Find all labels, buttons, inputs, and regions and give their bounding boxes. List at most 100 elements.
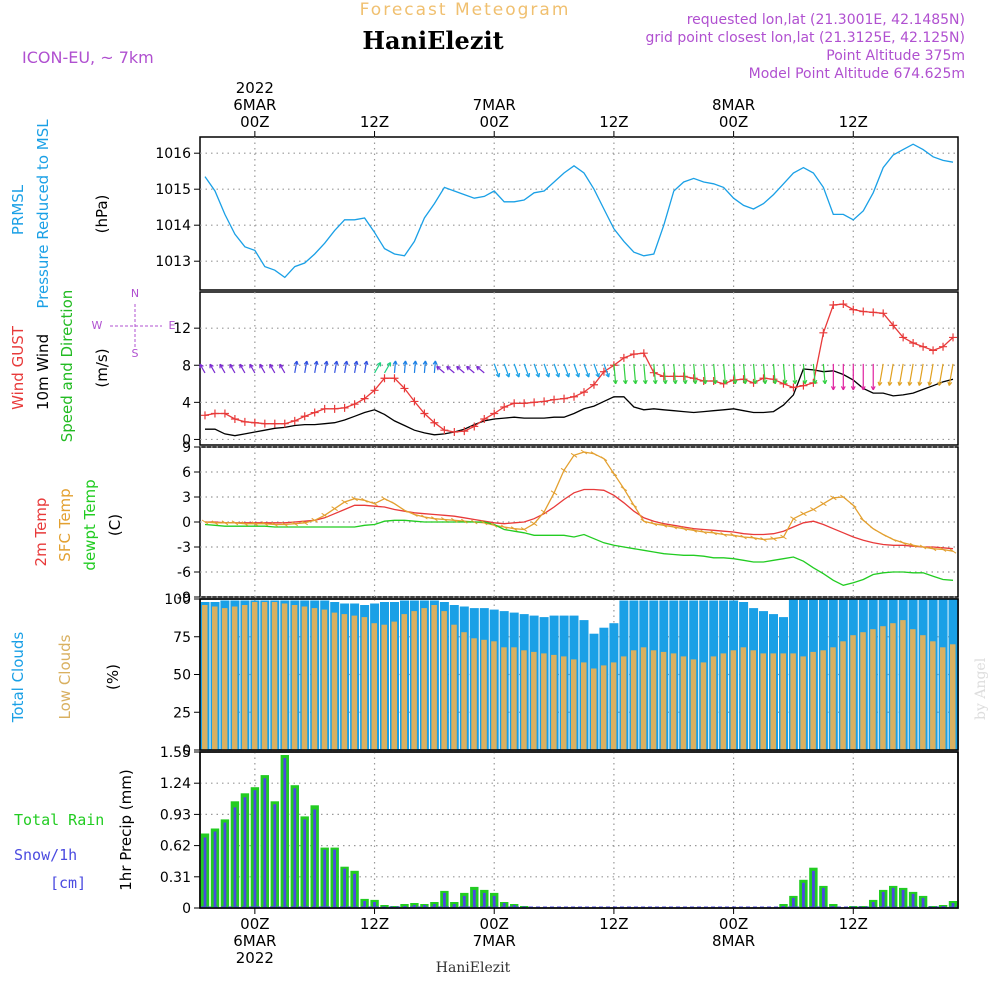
wind-dir-arrowhead [887,381,893,386]
wind-dir-arrow [503,363,510,378]
sfc-marker [500,524,508,530]
low-cloud-bar [581,662,587,750]
wind-dir-arrowhead [692,379,698,385]
wind-dir-arrow [713,363,716,384]
low-cloud-bar [880,626,886,750]
temp-axis-label: 2m Temp [32,498,50,567]
low-cloud-bar [730,650,737,750]
wind-dir-arrowhead [495,373,501,378]
gust-marker [450,428,459,437]
wind-dir-arrow [703,363,707,384]
low-cloud-bar [620,656,627,750]
snow-bar [263,778,267,908]
top-time-label: 8MAR [712,96,755,114]
wind-dir-arrow [436,366,445,374]
wind-dir-arrowhead [446,365,451,371]
sfc-marker [231,520,239,526]
gust-marker [340,403,349,412]
wind-dir-arrowhead [897,381,903,386]
precip-ytick-label: 0.31 [160,870,191,886]
wind-dir-arrowhead [712,379,718,385]
wind-dir-arrowhead [353,360,359,366]
wind-dir-arrowhead [575,373,580,378]
gust-marker [669,372,678,381]
sfc-marker [889,537,897,542]
snow-bar [462,895,466,908]
snow-bar [283,758,287,908]
model-name: ICON-EU, ~ 7km [22,48,154,67]
clouds-ytick-label: 0 [182,743,191,759]
gust-marker [460,427,469,436]
temp-ytick-label: 6 [182,465,191,481]
snow-bar [433,904,436,908]
temp-axis-label: SFC Temp [56,488,74,561]
wind-dir-arrow [209,363,216,374]
wind-dir-arrowhead [209,363,214,369]
sfc-marker [899,540,907,546]
gust-marker [380,374,389,383]
gust-marker [639,349,648,358]
wind-unit-label: (m/s) [93,348,111,387]
snow-bar [502,903,506,908]
low-cloud-bar [431,605,437,750]
sfc-marker [470,519,478,525]
sfc-marker [540,509,548,515]
gust-marker [540,397,549,406]
low-cloud-bar [251,602,258,750]
wind-dir-arrow [476,366,485,374]
wind-dir-arrowhead [269,363,274,369]
snow-bar [443,892,446,908]
wind-dir-arrowhead [402,360,408,365]
clouds-frame-top [199,598,959,751]
sfc-marker [849,502,857,508]
low-cloud-bar [600,665,607,750]
bottom-time-label: 2022 [236,949,274,967]
low-cloud-bar [950,644,956,750]
low-cloud-bar [700,662,707,750]
gust-marker [520,399,529,408]
low-cloud-bar [571,659,577,750]
gust-marker [570,392,579,401]
snow-bar [313,809,317,908]
wind-dir-arrowhead [622,379,628,385]
pressure-unit-label: (hPa) [93,195,111,234]
low-cloud-bar [650,650,657,750]
wind-dir-arrowhead [822,379,828,385]
gust-marker [410,397,419,406]
gust-marker [440,426,449,435]
temp-line-0 [205,488,954,550]
wind-dir-arrow [723,363,726,384]
wind-gust-line [204,303,954,433]
wind-dir-arrowhead [917,381,923,386]
sfc-marker [810,507,817,512]
low-cloud-bar [920,635,926,750]
low-cloud-bar [361,617,368,750]
low-cloud-bar [760,653,766,750]
gust-marker [290,416,299,425]
top-time-label: 00Z [719,113,748,131]
sfc-marker [909,542,917,548]
wind-ytick-label: 4 [182,395,191,411]
temp-ytick-label: -3 [177,540,191,556]
gust-marker [220,409,229,418]
precip-ytick-label: 1.24 [160,776,191,792]
bottom-time-label: 7MAR [473,932,516,950]
sfc-marker [630,502,638,508]
wind-dir-arrowhead [313,360,319,366]
footer-station: HaniElezit [436,960,511,976]
wind-dir-arrowhead [392,360,398,365]
low-cloud-bar [830,647,836,750]
low-cloud-bar [770,653,776,750]
snow-bar [792,897,795,908]
low-cloud-bar [271,602,278,750]
wind-dir-arrowhead [682,379,688,385]
snow-bar [333,849,336,908]
sfc-marker [480,520,488,526]
snow-bar [472,889,476,908]
sfc-marker [790,516,797,522]
snow-bar [303,819,307,908]
wind-dir-arrowhead [642,379,648,385]
clouds-ytick-label: 25 [173,705,191,721]
sfc-marker [301,520,309,526]
low-cloud-bar [501,647,507,750]
